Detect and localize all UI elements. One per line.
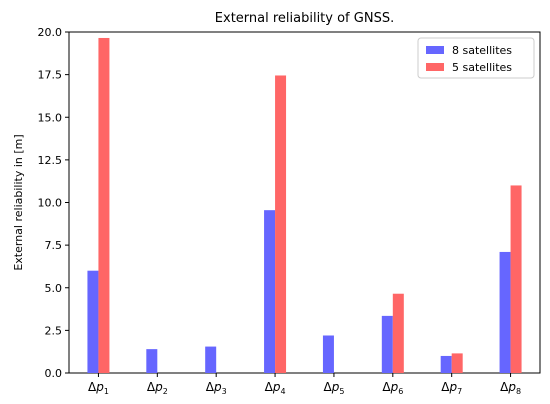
- bar-5-satellites: [451, 353, 463, 373]
- x-tick-label-var: p: [95, 380, 104, 394]
- x-tick-label-var: p: [213, 380, 222, 394]
- x-tick-label: Δp1: [88, 380, 109, 396]
- legend-label-5-satellites: 5 satellites: [452, 61, 512, 74]
- bar-8-satellites: [264, 210, 276, 373]
- x-tick-label: Δp8: [500, 380, 521, 396]
- bar-8-satellites: [381, 315, 393, 373]
- y-tick-label: 5.0: [45, 282, 63, 295]
- y-tick-label: 12.5: [38, 154, 63, 167]
- y-tick-label: 17.5: [38, 69, 63, 82]
- x-tick-label-var: p: [154, 380, 163, 394]
- x-axis-ticks: Δp1 Δp2 Δp3 Δp4 Δp5 Δp6 Δp7 Δp8: [88, 373, 521, 396]
- legend-swatch-8-satellites: [426, 46, 444, 54]
- bar-8-satellites: [499, 251, 511, 373]
- bar-8-satellites: [146, 349, 158, 373]
- bars-group: [87, 37, 522, 373]
- legend-box: [417, 37, 535, 79]
- y-tick-label: 15.0: [38, 111, 63, 124]
- x-tick-label-var: p: [331, 380, 340, 394]
- x-tick-label-delta: Δ: [88, 380, 97, 394]
- legend-swatch-5-satellites: [426, 63, 444, 71]
- x-tick-label-var: p: [507, 380, 516, 394]
- y-tick-label: 0.0: [45, 367, 63, 380]
- x-tick-label: Δp3: [206, 380, 227, 396]
- x-tick-label-sub: 8: [516, 387, 521, 396]
- y-tick-label: 2.5: [45, 324, 63, 337]
- x-tick-label: Δp2: [147, 380, 168, 396]
- bar-8-satellites: [322, 335, 334, 373]
- x-tick-label-var: p: [390, 380, 399, 394]
- x-tick-label: Δp6: [382, 380, 403, 396]
- x-tick-label: Δp7: [441, 380, 462, 396]
- x-tick-label-sub: 4: [280, 387, 285, 396]
- x-tick-label-var: p: [448, 380, 457, 394]
- x-tick-label-sub: 5: [339, 387, 344, 396]
- bar-8-satellites: [440, 355, 452, 373]
- chart-title: External reliability of GNSS.: [215, 11, 394, 26]
- x-tick-label-delta: Δ: [265, 380, 274, 394]
- x-tick-label-sub: 1: [104, 387, 109, 396]
- x-tick-label-sub: 2: [163, 387, 168, 396]
- x-tick-label-delta: Δ: [441, 380, 450, 394]
- bar-8-satellites: [205, 346, 217, 373]
- y-axis-title: External reliability in [m]: [12, 134, 25, 270]
- bar-5-satellites: [275, 75, 287, 373]
- x-tick-label-delta: Δ: [147, 380, 156, 394]
- bar-5-satellites: [98, 37, 110, 373]
- legend-label-8-satellites: 8 satellites: [452, 44, 512, 57]
- x-tick-label-sub: 6: [398, 387, 403, 396]
- y-tick-label: 20.0: [38, 26, 63, 39]
- x-tick-label: Δp4: [265, 380, 286, 396]
- x-tick-label-sub: 3: [222, 387, 227, 396]
- x-tick-label-delta: Δ: [382, 380, 391, 394]
- x-tick-label-delta: Δ: [323, 380, 332, 394]
- x-tick-label-delta: Δ: [206, 380, 215, 394]
- x-tick-label: Δp5: [323, 380, 344, 396]
- legend: 8 satellites 5 satellites: [417, 37, 535, 79]
- x-tick-label-sub: 7: [457, 387, 462, 396]
- x-tick-label-delta: Δ: [500, 380, 509, 394]
- y-tick-label: 7.5: [45, 239, 63, 252]
- bar-5-satellites: [510, 185, 522, 373]
- y-tick-label: 10.0: [38, 197, 63, 210]
- plot-area-frame: [68, 31, 541, 374]
- bar-5-satellites: [392, 293, 404, 373]
- y-axis-ticks: 0.0 2.5 5.0 7.5 10.0 12.5 15.0 17.5 20.0: [38, 26, 69, 380]
- x-tick-label-var: p: [272, 380, 281, 394]
- bar-8-satellites: [87, 270, 99, 373]
